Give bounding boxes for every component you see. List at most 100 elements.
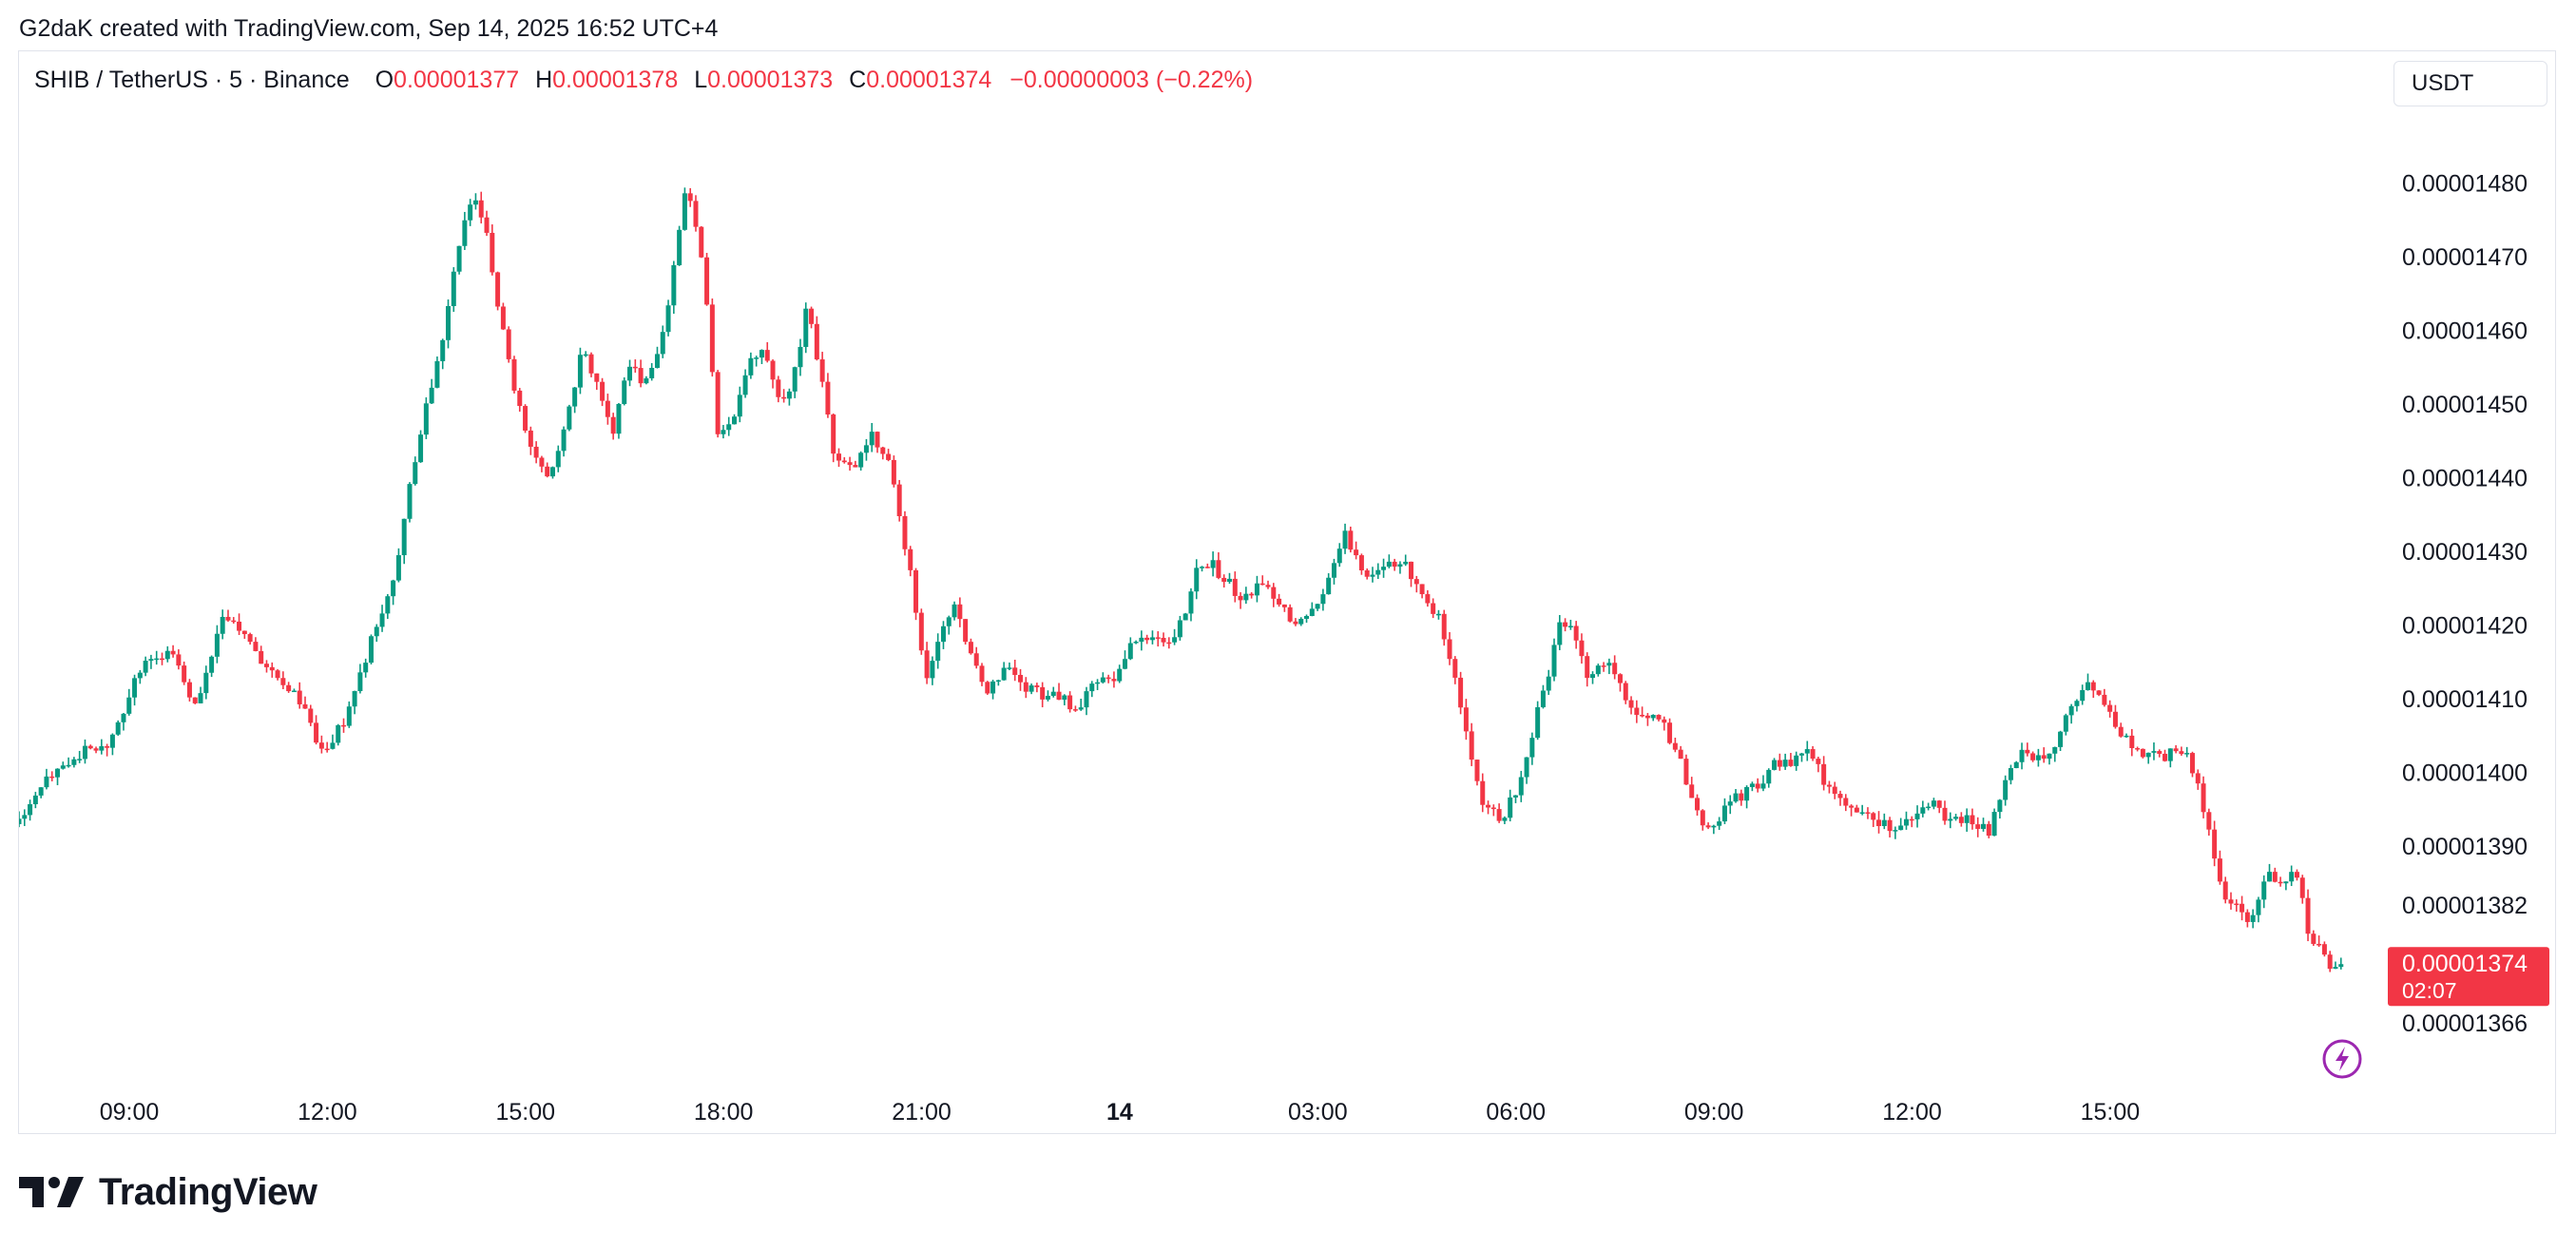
candle (1403, 554, 1409, 567)
price-chart[interactable]: 0.00001480 0.00001470 0.00001460 0.00001450… (0, 0, 2576, 1141)
legend-high-label: H (535, 67, 553, 93)
candle (732, 414, 738, 425)
candle (1431, 598, 1436, 619)
candle (66, 757, 71, 768)
candle (2195, 769, 2201, 790)
candle (1782, 753, 1788, 770)
candle (1958, 812, 1964, 827)
candle (341, 718, 347, 733)
candle (567, 404, 572, 432)
lightning-bolt-icon[interactable] (2322, 1039, 2362, 1079)
candle (875, 431, 880, 453)
candle (1689, 777, 1695, 799)
candle (1798, 752, 1804, 762)
candle (2085, 673, 2090, 691)
candle (1040, 682, 1046, 708)
last-price-box (2388, 947, 2549, 1007)
candle (2063, 713, 2068, 736)
candle (1573, 621, 1579, 649)
candle (2278, 876, 2283, 887)
candle (1970, 808, 1975, 830)
candle (2041, 747, 2047, 763)
candle (1524, 757, 1529, 784)
candle (407, 482, 413, 523)
time-tick-label: 06:00 (1486, 1099, 1546, 1126)
candle (395, 548, 401, 583)
candle (742, 369, 748, 398)
price-tick-label: 0.00001410 (2402, 686, 2528, 713)
candle (638, 359, 644, 388)
time-tick-label: 21:00 (892, 1099, 952, 1126)
candle (1221, 574, 1227, 588)
time-tick-label: 18:00 (694, 1099, 754, 1126)
candle (225, 609, 231, 623)
candle (930, 656, 935, 685)
time-axis[interactable]: 09:00 12:00 15:00 18:00 21:00 14 03:00 06:00 09:… (100, 1099, 2140, 1126)
legend-symbol[interactable]: SHIB / TetherUS · 5 · Binance (34, 67, 350, 93)
candle (600, 377, 606, 407)
candle (2289, 865, 2295, 887)
candle (2163, 749, 2168, 762)
candle (1364, 568, 1370, 580)
candle (1739, 789, 1744, 806)
candle (1463, 699, 1469, 741)
candle (374, 624, 379, 643)
candle (1293, 618, 1298, 626)
candle (1287, 604, 1293, 623)
candle (1871, 812, 1876, 827)
candle (263, 660, 269, 673)
candle (1662, 716, 1667, 731)
candle (478, 191, 484, 224)
countdown-label: 02:07 (2402, 978, 2457, 1003)
candle (1271, 583, 1277, 607)
candle (1023, 677, 1028, 699)
candle (555, 445, 561, 472)
candle (572, 387, 578, 414)
candle (164, 645, 170, 663)
candle (1469, 722, 1474, 766)
candle (1348, 526, 1354, 553)
candle (82, 739, 87, 764)
candle (1926, 802, 1932, 811)
candle (863, 438, 869, 461)
candle (170, 645, 176, 658)
candle (1117, 664, 1123, 683)
candle (649, 362, 655, 381)
candle (209, 655, 215, 678)
candle (715, 370, 721, 438)
time-tick-label: 09:00 (100, 1099, 160, 1126)
candle (1628, 696, 1634, 715)
candle (1419, 584, 1425, 599)
candle (468, 199, 473, 226)
candle (1012, 660, 1018, 682)
price-axis[interactable]: 0.00001480 0.00001470 0.00001460 0.00001450… (2402, 171, 2528, 1038)
candle (682, 187, 687, 231)
candle (1953, 814, 1959, 821)
candle (1903, 811, 1909, 830)
candle (940, 621, 946, 649)
candle (148, 654, 154, 669)
candle (1772, 758, 1778, 771)
legend-change-value: −0.00000003 (−0.22%) (1009, 67, 1254, 93)
candle (699, 225, 704, 259)
candle (1095, 679, 1101, 690)
tradingview-logo[interactable]: TradingView (19, 1169, 317, 1215)
candle (1672, 738, 1678, 753)
currency-button[interactable]: USDT (2393, 61, 2547, 106)
candle (1370, 567, 1375, 583)
candle (2058, 730, 2064, 752)
candle (490, 224, 495, 276)
candle (1816, 756, 1821, 773)
candle (2179, 746, 2184, 756)
candle (1375, 563, 1381, 580)
candle (935, 633, 941, 669)
candle (1254, 575, 1259, 603)
candle (1695, 794, 1701, 816)
candle (77, 750, 83, 763)
candle (1920, 800, 1926, 818)
candle (913, 568, 919, 621)
candle (1502, 816, 1508, 824)
candle (22, 809, 28, 826)
candle (880, 446, 886, 460)
candle (1062, 694, 1067, 706)
